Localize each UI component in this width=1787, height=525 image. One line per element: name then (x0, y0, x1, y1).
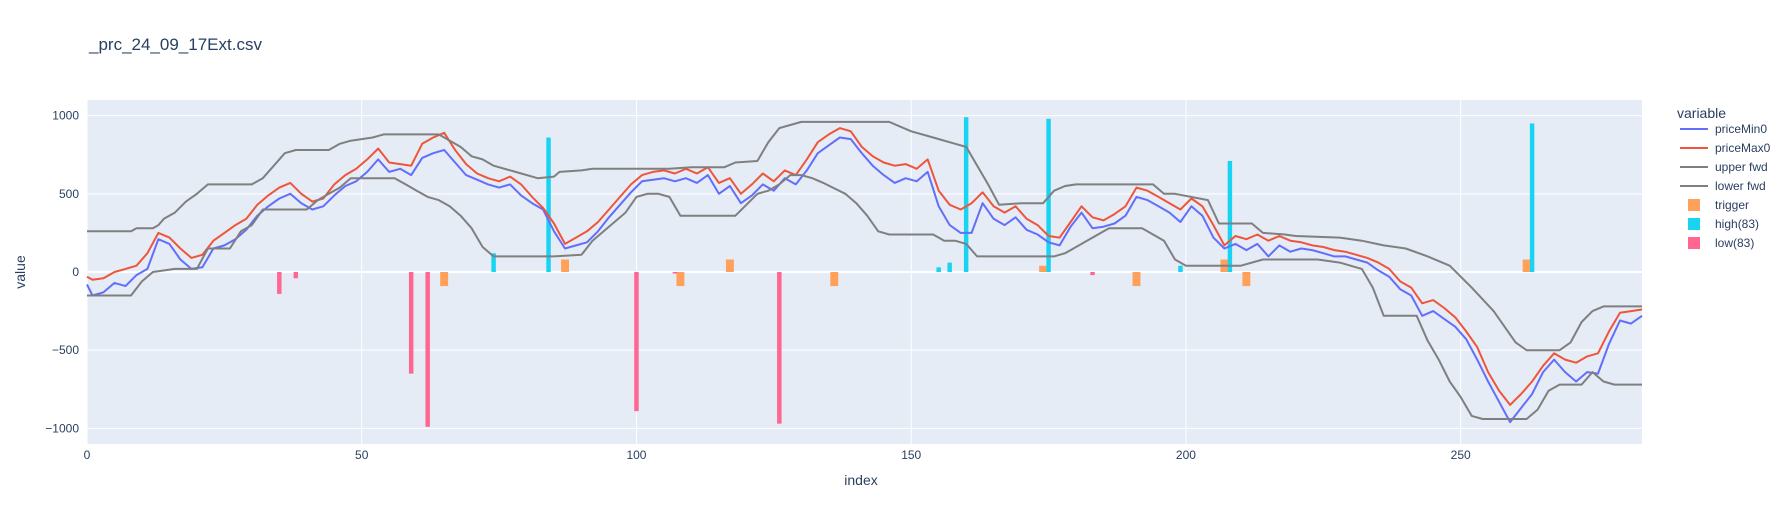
x-tick-label: 200 (1176, 448, 1196, 462)
bar[interactable] (491, 253, 496, 272)
x-tick-labels: 0 50 100 150 200 250 (84, 448, 1471, 462)
x-tick-label: 150 (901, 448, 921, 462)
legend[interactable]: variable priceMin0 priceMax0 upper fwd lowe… (1677, 105, 1771, 250)
bar[interactable] (1046, 118, 1051, 272)
y-tick-label: −500 (52, 343, 79, 357)
y-tick-label: 1000 (52, 109, 79, 123)
legend-label: upper fwd (1715, 160, 1768, 174)
legend-label: priceMax0 (1715, 141, 1771, 155)
bar[interactable] (830, 272, 839, 287)
x-axis-title: index (844, 472, 877, 488)
legend-label: priceMin0 (1715, 122, 1767, 136)
bar[interactable] (963, 117, 969, 272)
bar[interactable] (1132, 272, 1141, 287)
bar[interactable] (634, 272, 639, 412)
legend-item-pricemax0[interactable]: priceMax0 (1680, 141, 1771, 155)
line-series-lower-fwd[interactable] (87, 174, 1642, 420)
legend-item-upper-fwd[interactable]: upper fwd (1680, 160, 1768, 174)
y-tick-label: −1000 (45, 421, 79, 435)
bar[interactable] (546, 137, 551, 272)
bar[interactable] (561, 259, 569, 272)
bar[interactable] (1227, 160, 1233, 272)
bar[interactable] (777, 272, 782, 424)
bar[interactable] (725, 259, 734, 272)
legend-label: lower fwd (1715, 179, 1766, 193)
y-tick-label: 0 (72, 265, 79, 279)
bar[interactable] (1529, 123, 1535, 272)
bar[interactable] (293, 272, 299, 279)
legend-item-high-83-[interactable]: high(83) (1688, 217, 1759, 231)
legend-swatch (1688, 237, 1700, 249)
legend-swatch (1688, 218, 1700, 230)
y-tick-labels: −1000 −500 0 500 1000 (45, 109, 79, 436)
legend-label: high(83) (1715, 217, 1759, 231)
y-axis-title: value (12, 255, 28, 289)
x-tick-label: 100 (626, 448, 646, 462)
legend-swatch (1688, 199, 1700, 211)
legend-label: low(83) (1715, 236, 1754, 250)
line-series-upper-fwd[interactable] (87, 120, 1642, 352)
bar-series-low-83- (277, 272, 1095, 427)
x-tick-label: 50 (355, 448, 369, 462)
x-tick-label: 0 (84, 448, 91, 462)
legend-label: trigger (1715, 198, 1749, 212)
legend-item-lower-fwd[interactable]: lower fwd (1680, 179, 1766, 193)
line-layer (86, 120, 1643, 424)
bar[interactable] (408, 272, 414, 374)
x-tick-label: 250 (1451, 448, 1471, 462)
bar[interactable] (947, 262, 952, 272)
legend-item-pricemin0[interactable]: priceMin0 (1680, 122, 1767, 136)
line-series-pricemin0[interactable] (86, 136, 1643, 424)
chart-title: _prc_24_09_17Ext.csv (88, 35, 262, 54)
bar[interactable] (1522, 259, 1531, 272)
bar[interactable] (676, 272, 685, 287)
bar[interactable] (1242, 272, 1251, 287)
line-series-pricemax0[interactable] (86, 127, 1643, 406)
y-tick-label: 500 (59, 187, 79, 201)
bar[interactable] (277, 272, 282, 294)
legend-item-low-83-[interactable]: low(83) (1688, 236, 1754, 250)
bar[interactable] (1039, 265, 1048, 272)
legend-items[interactable]: priceMin0 priceMax0 upper fwd lower fwd trig… (1680, 122, 1771, 250)
bar[interactable] (672, 272, 678, 274)
bar-series-high-83- (491, 117, 1535, 272)
bar[interactable] (440, 272, 449, 287)
legend-item-trigger[interactable]: trigger (1688, 198, 1749, 212)
bar[interactable] (1178, 265, 1183, 272)
bar[interactable] (425, 272, 430, 427)
legend-title: variable (1677, 105, 1726, 121)
bar[interactable] (936, 267, 941, 272)
bar[interactable] (1090, 272, 1095, 276)
